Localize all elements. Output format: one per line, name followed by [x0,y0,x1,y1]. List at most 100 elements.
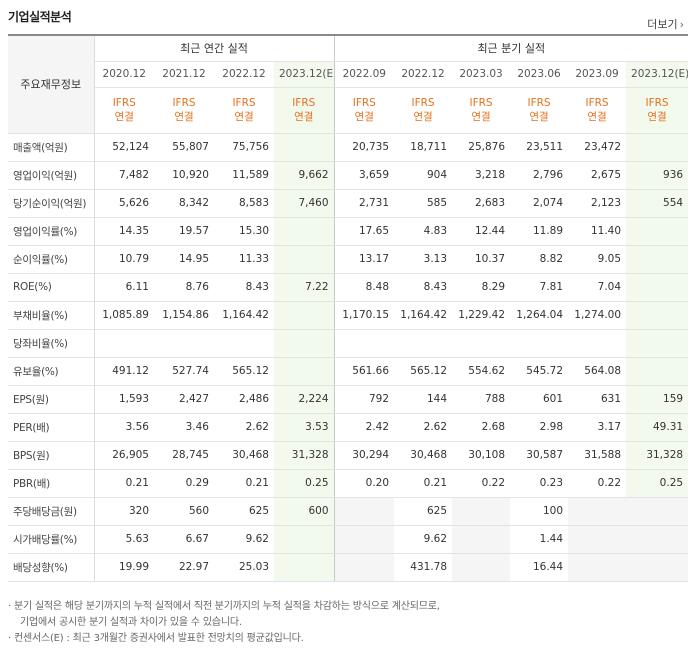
row-label: BPS(원) [8,441,95,470]
cell-value: 2,683 [452,189,511,218]
cell-value: 14.35 [94,217,154,246]
cell-value [568,329,627,358]
cell-value [274,553,335,582]
cell-value: 2,074 [510,189,569,218]
footnotes: · 분기 실적은 해당 분기까지의 누적 실적에서 직전 분기까지의 누적 실적… [8,599,440,647]
period-header: 2023.12(E) [626,61,689,88]
cell-value: 30,294 [333,441,395,470]
ifrs-bottom: 연결 [354,111,374,123]
cell-value: 13.17 [333,245,395,274]
cell-value [626,525,689,554]
table-row: 시가배당률(%) 5.63 6.67 9.62 9.62 1.44 [8,525,689,554]
ifrs-label: IFRS 연결 [510,87,569,134]
cell-value: 4.83 [394,217,453,246]
cell-value: 10.37 [452,245,511,274]
cell-value: 565.12 [394,357,453,386]
ifrs-label: IFRS 연결 [333,87,395,134]
cell-value: 7.81 [510,273,569,302]
ifrs-top: IFRS [232,97,256,109]
cell-value: 5,626 [94,189,154,218]
cell-value: 792 [333,385,395,414]
cell-value [626,273,689,302]
cell-value: 15.30 [214,217,274,246]
cell-value: 5.63 [94,525,154,554]
cell-value: 564.08 [568,357,627,386]
section-title: 기업실적분석 [8,10,72,24]
more-link[interactable]: 더보기 › [647,16,684,32]
footnote-line: 기업에서 공시한 분기 실적과 차이가 있을 수 있습니다. [20,617,242,628]
cell-value [452,329,511,358]
cell-value: 144 [394,385,453,414]
cell-value [452,525,511,554]
cell-value: 9.62 [394,525,453,554]
table-row: PBR(배) 0.21 0.29 0.21 0.25 0.20 0.21 0.22 0.23 0.… [8,469,689,498]
cell-value: 565.12 [214,357,274,386]
cell-value: 625 [214,497,274,526]
ifrs-bottom: 연결 [174,111,194,123]
cell-value: 8.43 [214,273,274,302]
cell-value: 545.72 [510,357,569,386]
cell-value: 2.42 [333,413,395,442]
cell-value [94,329,154,358]
cell-value [568,525,627,554]
cell-value: 2.62 [214,413,274,442]
cell-value: 0.25 [274,469,335,498]
cell-value: 0.21 [394,469,453,498]
cell-value: 14.95 [154,245,214,274]
cell-value: 554 [626,189,689,218]
cell-value: 23,472 [568,133,627,162]
ifrs-bottom: 연결 [647,111,667,123]
cell-value: 1,264.04 [510,301,569,330]
cell-value: 75,756 [214,133,274,162]
cell-value: 8.29 [452,273,511,302]
table-row: 순이익률(%) 10.79 14.95 11.33 13.17 3.13 10.37 8.82… [8,245,689,274]
row-label: PER(배) [8,413,95,442]
cell-value: 600 [274,497,335,526]
cell-value: 2,224 [274,385,335,414]
period-header: 2022.12 [214,61,274,88]
table-row: 주당배당금(원) 320 560 625 600 625 100 [8,497,689,526]
period-header: 2023.06 [510,61,569,88]
cell-value: 2,427 [154,385,214,414]
cell-value: 20,735 [333,133,395,162]
cell-value: 3,659 [333,161,395,190]
cell-value: 2.62 [394,413,453,442]
cell-value [626,329,689,358]
cell-value: 0.21 [94,469,154,498]
cell-value: 49.31 [626,413,689,442]
cell-value [274,329,335,358]
cell-value [274,301,335,330]
cell-value: 8.76 [154,273,214,302]
cell-value: 3.13 [394,245,453,274]
cell-value [510,329,569,358]
cell-value: 30,468 [394,441,453,470]
cell-value: 8.82 [510,245,569,274]
cell-value [274,217,335,246]
period-header: 2023.03 [452,61,511,88]
cell-value: 55,807 [154,133,214,162]
cell-value [626,217,689,246]
more-label: 더보기 [647,18,678,31]
cell-value [274,357,335,386]
cell-value: 9,662 [274,161,335,190]
cell-value: 0.23 [510,469,569,498]
cell-value: 16.44 [510,553,569,582]
quarter-group-header: 최근 분기 실적 [333,34,689,62]
cell-value: 6.67 [154,525,214,554]
period-header: 2023.12(E) [274,61,335,88]
cell-value: 1.44 [510,525,569,554]
cell-value: 7.22 [274,273,335,302]
ifrs-label: IFRS 연결 [94,87,154,134]
row-label: 부채비율(%) [8,301,95,330]
ifrs-top: IFRS [469,97,493,109]
table-row: BPS(원) 26,905 28,745 30,468 31,328 30,294 30,4… [8,441,689,470]
period-header: 2020.12 [94,61,154,88]
cell-value: 1,154.86 [154,301,214,330]
cell-value: 3.56 [94,413,154,442]
cell-value: 3.46 [154,413,214,442]
cell-value [568,497,627,526]
row-label: 영업이익(억원) [8,161,95,190]
cell-value: 100 [510,497,569,526]
cell-value: 12.44 [452,217,511,246]
cell-value [626,497,689,526]
